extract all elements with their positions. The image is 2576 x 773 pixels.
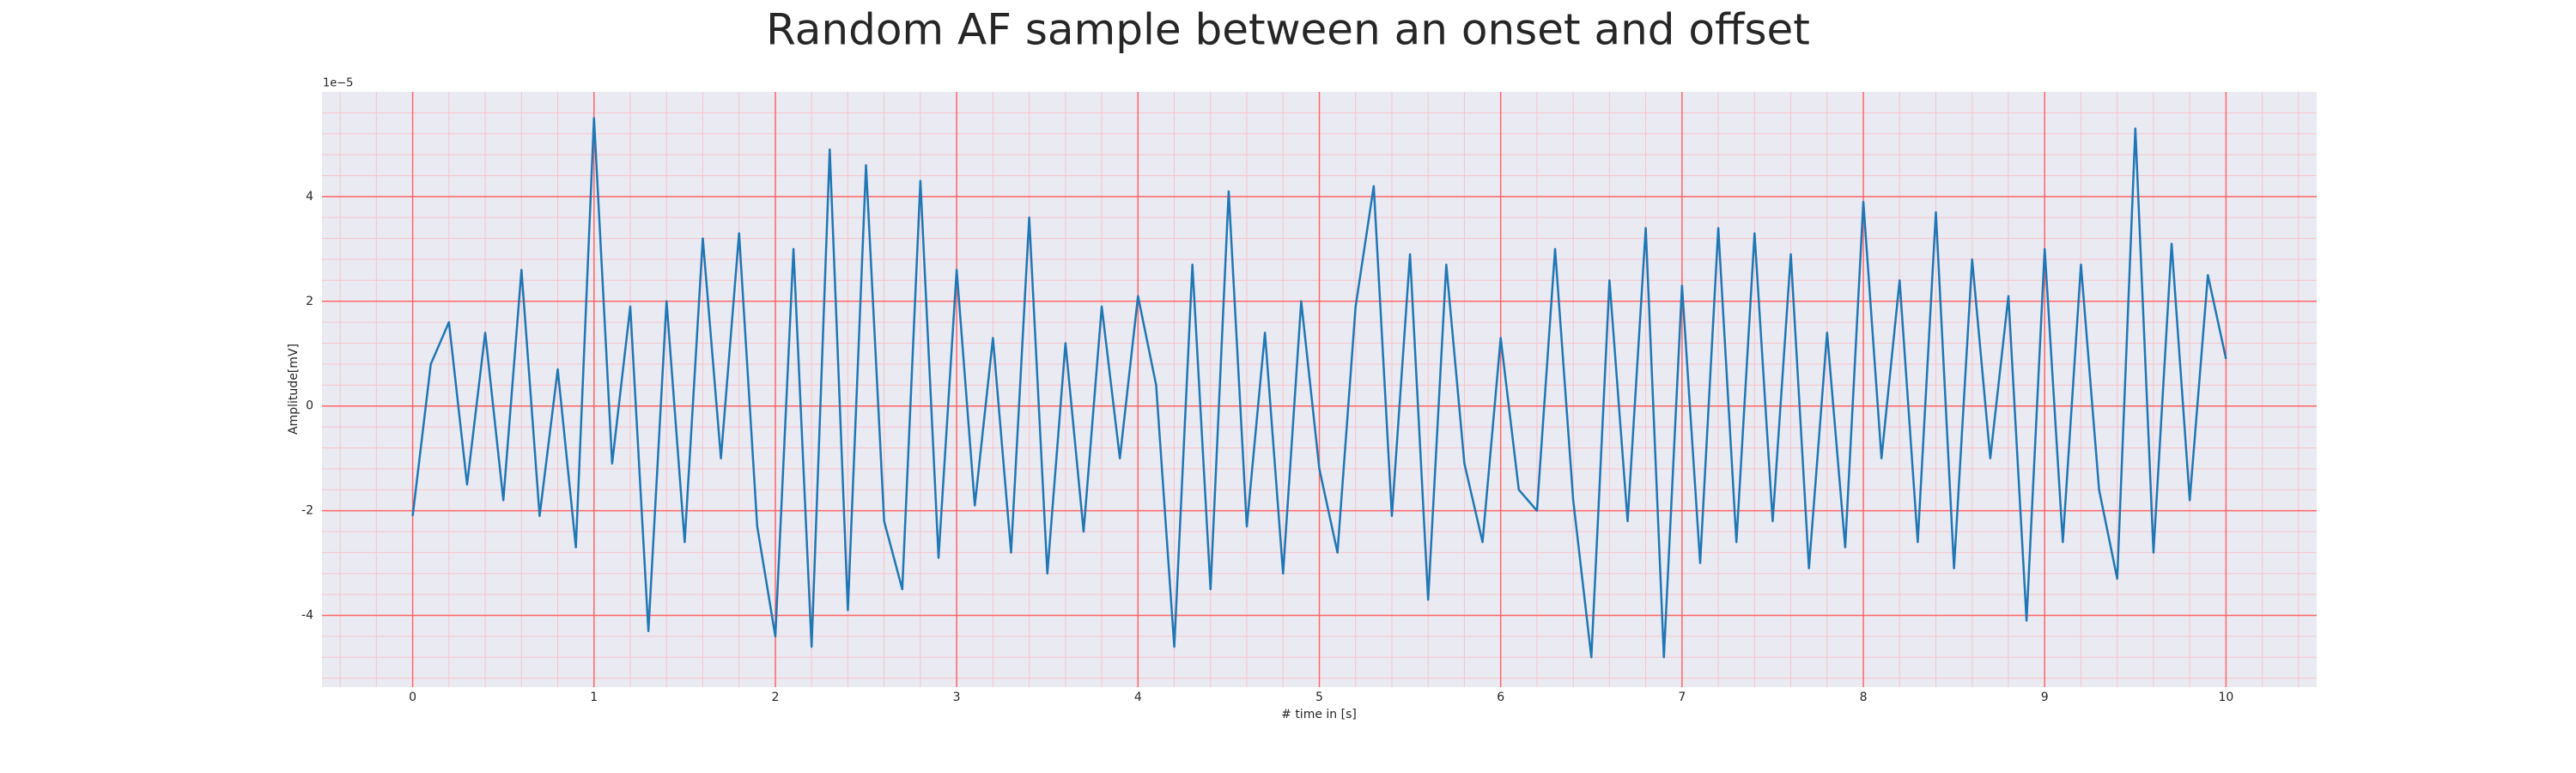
offset-label: 1e−5: [323, 77, 353, 90]
y-tick-label: 2: [306, 295, 313, 308]
y-tick-label: 4: [306, 190, 313, 204]
x-tick-label: 9: [2041, 691, 2049, 704]
x-axis-label: # time in [s]: [1281, 708, 1357, 721]
y-axis-label: Amplitude[mV]: [287, 344, 301, 435]
x-tick-label: 6: [1497, 691, 1504, 704]
x-tick-label: 4: [1134, 691, 1142, 704]
line-series: [411, 117, 2227, 659]
y-tick-label: -4: [301, 608, 313, 622]
chart-title: Random AF sample between an onset and of…: [766, 5, 1810, 55]
x-tick-label: 2: [771, 691, 779, 704]
x-tick-label: 7: [1678, 691, 1686, 704]
x-tick-label: 3: [953, 691, 961, 704]
x-tick-label: 10: [2218, 691, 2233, 704]
x-tick-label: 1: [590, 691, 598, 704]
x-tick-label: 8: [1860, 691, 1868, 704]
x-tick-label: 5: [1315, 691, 1323, 704]
y-tick-label: 0: [306, 399, 313, 413]
x-tick-label: 0: [409, 691, 416, 704]
y-tick-label: -2: [301, 504, 313, 518]
